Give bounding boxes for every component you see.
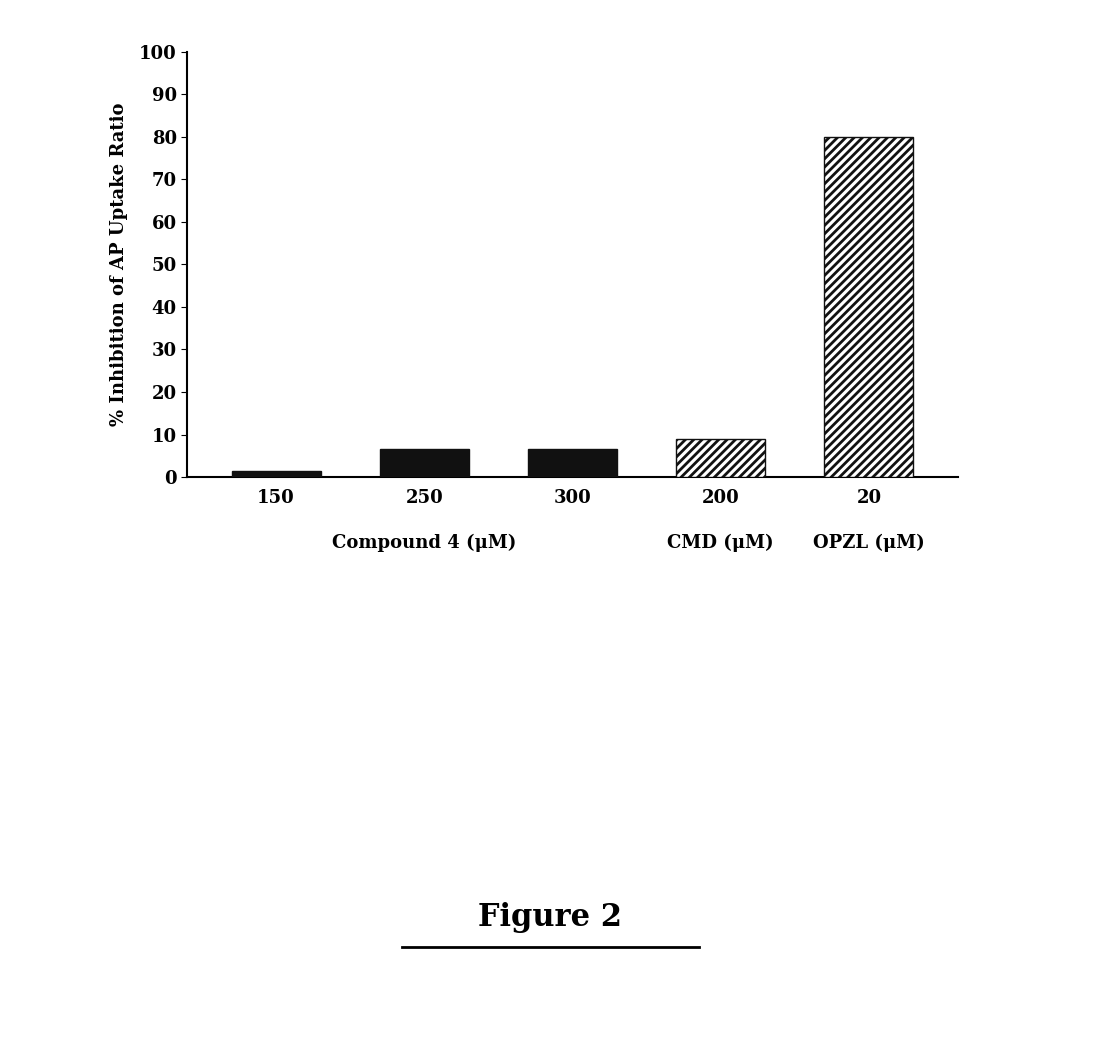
Bar [528, 449, 617, 477]
Bar [380, 449, 469, 477]
Y-axis label: % Inhibition of AP Uptake Ratio: % Inhibition of AP Uptake Ratio [110, 103, 128, 426]
Text: Figure 2: Figure 2 [479, 902, 622, 933]
Bar [231, 471, 320, 477]
Text: Compound 4 (μM): Compound 4 (μM) [333, 534, 516, 553]
Bar [825, 137, 914, 477]
Text: OPZL (μM): OPZL (μM) [813, 534, 925, 553]
Bar [676, 439, 765, 477]
Text: CMD (μM): CMD (μM) [667, 534, 774, 553]
